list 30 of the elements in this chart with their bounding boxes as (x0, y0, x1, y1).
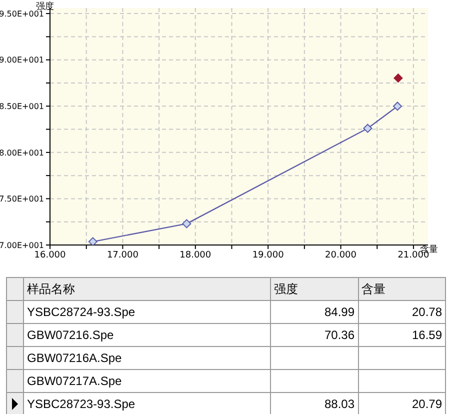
text: 样品名称 (24, 278, 270, 300)
point (392, 102, 402, 111)
text: 含量 (358, 278, 446, 300)
point (394, 74, 403, 83)
x-tick-label: 19.000 (252, 250, 284, 260)
y-tick-label: 7.50E+001 (0, 194, 44, 204)
text: GBW07216A.Spe (24, 346, 270, 370)
y-tick-label: 7.00E+001 (0, 240, 44, 250)
text: 70.36 (270, 324, 358, 346)
text: 88.03 (270, 392, 358, 414)
text: GBW07217A.Spe (24, 370, 270, 392)
text: 16.59 (358, 324, 446, 346)
point (182, 219, 192, 228)
x-tick-label: 20.000 (325, 250, 357, 260)
y-tick-label: 8.00E+001 (0, 148, 44, 158)
text: GBW07216.Spe (24, 324, 270, 346)
y-tick-label: 9.50E+001 (0, 9, 44, 18)
text: 20.78 (358, 300, 446, 324)
text: 20.79 (358, 392, 446, 414)
x-tick-label: 16.000 (34, 250, 66, 260)
text: YSBC28723-93.Spe (24, 392, 270, 414)
y-tick-label: 9.00E+001 (0, 56, 44, 65)
point (363, 124, 372, 133)
text: 强度 (270, 278, 358, 300)
x-tick-label: 17.000 (106, 250, 139, 260)
x-tick-label: 18.000 (180, 250, 212, 260)
point (88, 237, 98, 245)
text: YSBC28724-93.Spe (24, 300, 270, 324)
text: 84.99 (270, 300, 358, 324)
y-tick-label: 8.50E+001 (0, 102, 44, 111)
